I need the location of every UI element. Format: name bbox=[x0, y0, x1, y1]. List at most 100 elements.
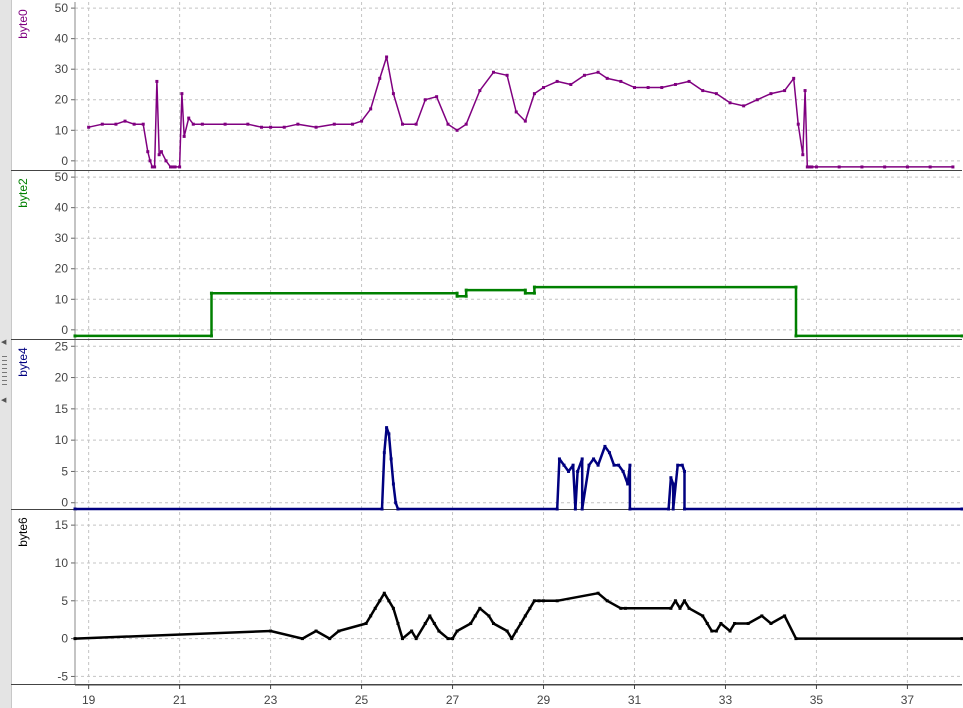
data-point-byte0 bbox=[141, 122, 145, 126]
data-point-byte4 bbox=[680, 463, 684, 467]
data-point-byte0 bbox=[742, 104, 746, 108]
data-point-byte0 bbox=[423, 98, 427, 102]
data-point-byte0 bbox=[178, 165, 182, 169]
data-point-byte4 bbox=[562, 463, 566, 467]
data-point-byte0 bbox=[619, 79, 623, 83]
data-point-byte0 bbox=[814, 165, 818, 169]
y-tick-label: -5 bbox=[57, 669, 68, 683]
data-point-byte0 bbox=[150, 165, 154, 169]
data-point-byte6 bbox=[410, 629, 414, 633]
data-point-byte6 bbox=[687, 606, 691, 610]
data-point-byte0 bbox=[155, 79, 159, 83]
data-point-byte6 bbox=[473, 614, 477, 618]
y-axis-label: byte0 bbox=[16, 9, 30, 39]
data-point-byte0 bbox=[378, 76, 382, 80]
data-point-byte2 bbox=[455, 291, 459, 295]
data-point-byte0 bbox=[146, 150, 150, 154]
data-point-byte6 bbox=[678, 606, 682, 610]
data-point-byte0 bbox=[401, 122, 405, 126]
data-point-byte0 bbox=[860, 165, 864, 169]
data-point-byte0 bbox=[701, 89, 705, 93]
data-point-byte6 bbox=[794, 637, 798, 641]
data-point-byte6 bbox=[382, 591, 386, 595]
y-tick-label: 10 bbox=[55, 123, 69, 137]
data-point-byte0 bbox=[532, 92, 536, 96]
data-point-byte4 bbox=[671, 482, 675, 486]
x-tick-label: 31 bbox=[628, 693, 642, 707]
data-point-byte0 bbox=[928, 165, 932, 169]
data-point-byte6 bbox=[673, 599, 677, 603]
y-axis-label: byte4 bbox=[16, 347, 30, 377]
data-point-byte0 bbox=[905, 165, 909, 169]
x-tick-label: 35 bbox=[810, 693, 824, 707]
data-point-byte0 bbox=[350, 122, 354, 126]
data-point-byte2 bbox=[464, 294, 468, 298]
data-point-byte4 bbox=[628, 507, 632, 511]
data-point-byte0 bbox=[391, 92, 395, 96]
data-point-byte4 bbox=[628, 463, 632, 467]
data-point-byte0 bbox=[796, 122, 800, 126]
data-point-byte4 bbox=[391, 482, 395, 486]
data-point-byte4 bbox=[607, 451, 611, 455]
data-point-byte6 bbox=[960, 637, 963, 641]
data-point-byte0 bbox=[123, 119, 127, 123]
data-point-byte0 bbox=[837, 165, 841, 169]
data-point-byte4 bbox=[683, 507, 687, 511]
data-point-byte0 bbox=[246, 122, 250, 126]
data-point-byte0 bbox=[259, 125, 263, 129]
data-point-byte0 bbox=[728, 101, 732, 105]
data-point-byte6 bbox=[337, 629, 341, 633]
data-point-byte0 bbox=[414, 122, 418, 126]
y-tick-label: 10 bbox=[55, 433, 69, 447]
y-tick-label: 25 bbox=[55, 339, 69, 353]
data-point-byte6 bbox=[623, 606, 627, 610]
data-point-byte6 bbox=[733, 621, 737, 625]
data-point-byte0 bbox=[803, 89, 807, 93]
data-point-byte2 bbox=[794, 334, 798, 338]
data-point-byte6 bbox=[378, 599, 382, 603]
panel-splitter[interactable]: ◀ ◀ bbox=[0, 0, 12, 708]
data-point-byte0 bbox=[446, 122, 450, 126]
data-point-byte6 bbox=[451, 637, 455, 641]
data-point-byte6 bbox=[701, 614, 705, 618]
collapse-left-arrow-icon-2[interactable]: ◀ bbox=[1, 396, 7, 404]
data-point-byte6 bbox=[364, 621, 368, 625]
data-point-byte0 bbox=[191, 122, 195, 126]
data-point-byte6 bbox=[510, 637, 514, 641]
data-point-byte0 bbox=[582, 73, 586, 77]
data-point-byte0 bbox=[491, 70, 495, 74]
x-tick-label: 23 bbox=[264, 693, 278, 707]
data-point-byte6 bbox=[537, 599, 541, 603]
data-point-byte0 bbox=[87, 125, 91, 129]
data-point-byte0 bbox=[646, 86, 650, 90]
data-point-byte6 bbox=[719, 621, 723, 625]
data-point-byte0 bbox=[360, 119, 364, 123]
data-point-byte0 bbox=[157, 153, 161, 157]
data-point-byte6 bbox=[683, 599, 687, 603]
data-point-byte2 bbox=[960, 334, 963, 338]
data-point-byte2 bbox=[464, 288, 468, 292]
data-point-byte2 bbox=[209, 291, 213, 295]
data-point-byte0 bbox=[100, 122, 104, 126]
collapse-left-arrow-icon[interactable]: ◀ bbox=[1, 338, 7, 346]
data-point-byte0 bbox=[632, 86, 636, 90]
data-point-byte6 bbox=[401, 637, 405, 641]
data-point-byte4 bbox=[617, 463, 621, 467]
data-point-byte0 bbox=[687, 79, 691, 83]
y-tick-label: 20 bbox=[55, 371, 69, 385]
splitter-grip-icon[interactable] bbox=[2, 356, 7, 357]
data-point-byte4 bbox=[596, 463, 600, 467]
y-tick-label: 0 bbox=[61, 496, 68, 510]
data-point-byte0 bbox=[173, 165, 177, 169]
y-tick-label: 0 bbox=[61, 154, 68, 168]
data-point-byte4 bbox=[612, 463, 616, 467]
data-point-byte0 bbox=[385, 55, 389, 59]
data-point-byte6 bbox=[542, 599, 546, 603]
y-tick-label: 20 bbox=[55, 93, 69, 107]
y-tick-label: 20 bbox=[55, 262, 69, 276]
data-point-byte6 bbox=[714, 629, 718, 633]
data-point-byte0 bbox=[332, 122, 336, 126]
data-point-byte0 bbox=[164, 159, 168, 163]
data-point-byte0 bbox=[296, 122, 300, 126]
